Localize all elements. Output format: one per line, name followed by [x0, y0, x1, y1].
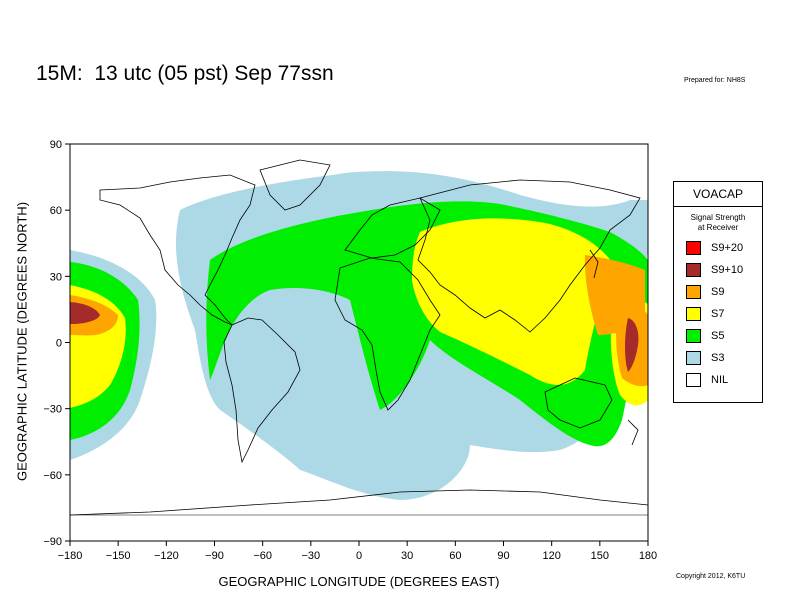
new-zealand-outline: [627, 419, 639, 446]
legend-swatch: [686, 351, 701, 365]
legend-item-label: S9+10: [711, 264, 744, 276]
legend-swatch: [686, 307, 701, 321]
zone-s7: [412, 218, 612, 385]
legend-item-label: NIL: [711, 374, 729, 386]
x-tick-label: 60: [449, 550, 461, 562]
legend-swatch: [686, 329, 701, 343]
legend-item-label: S5: [711, 330, 725, 342]
x-axis-ticks: −180 −150 −120 −90 −60 −30 0 30 60 90 120 150 180: [58, 541, 657, 562]
x-tick-label: −120: [154, 550, 179, 562]
legend-swatch: [686, 241, 701, 255]
x-tick-label: 0: [356, 550, 362, 562]
x-tick-label: 120: [542, 550, 560, 562]
legend-subtitle: Signal Strength at Receiver: [674, 213, 762, 233]
europe-outline: [344, 197, 441, 259]
legend-swatch: [686, 285, 701, 299]
x-tick-label: 150: [591, 550, 609, 562]
y-tick-label: 90: [50, 139, 62, 151]
y-axis-ticks: 90 60 30 0 −30 −60 −90: [43, 139, 70, 548]
y-tick-label: 0: [56, 338, 62, 350]
x-tick-label: 180: [639, 550, 657, 562]
legend-swatch: [686, 263, 701, 277]
y-tick-label: 60: [50, 205, 62, 217]
north-america-outline: [99, 174, 256, 326]
legend-item-label: S3: [711, 352, 725, 364]
asia-outline: [417, 179, 641, 333]
y-axis-label: GEOGRAPHIC LATITUDE (DEGREES NORTH): [14, 201, 30, 482]
legend-item-label: S9: [711, 286, 725, 298]
legend-items: S9+20 S9+10 S9 S7 S5 S3 NIL: [674, 237, 762, 391]
legend-item: S5: [674, 325, 762, 347]
africa-outline: [334, 257, 441, 411]
zone-s9p10-east: [625, 318, 639, 372]
x-tick-label: −30: [301, 550, 320, 562]
australia-outline: [544, 377, 613, 429]
coverage-zones: [70, 171, 648, 500]
japan-outline: [589, 249, 599, 279]
legend-item: S7: [674, 303, 762, 325]
legend-subtitle-line2: at Receiver: [697, 223, 739, 232]
x-tick-label: −180: [58, 550, 83, 562]
y-tick-label: −60: [43, 470, 62, 482]
x-tick-label: −90: [205, 550, 224, 562]
legend-item-label: S7: [711, 308, 725, 320]
x-tick-label: −150: [106, 550, 131, 562]
legend-title: VOACAP: [674, 182, 762, 207]
legend-item: S9: [674, 281, 762, 303]
x-tick-label: −60: [253, 550, 272, 562]
legend-subtitle-line1: Signal Strength: [690, 213, 746, 222]
y-tick-label: −30: [43, 404, 62, 416]
prepared-for-note: Prepared for: NH8S: [684, 77, 746, 84]
y-tick-label: 30: [50, 271, 62, 283]
zone-s3-north: [330, 171, 420, 196]
chart-title: 15M: 13 utc (05 pst) Sep 77ssn: [36, 62, 334, 85]
legend-item: NIL: [674, 369, 762, 391]
x-tick-label: 30: [401, 550, 413, 562]
x-tick-label: 90: [497, 550, 509, 562]
y-tick-label: −90: [43, 536, 62, 548]
legend-item: S9+10: [674, 259, 762, 281]
continent-outlines: [70, 159, 648, 516]
x-axis-label: GEOGRAPHIC LONGITUDE (DEGREES EAST): [218, 574, 500, 589]
legend-item: S9+20: [674, 237, 762, 259]
greenland-outline: [259, 159, 331, 211]
legend: VOACAP Signal Strength at Receiver S9+20…: [673, 181, 763, 403]
legend-item-label: S9+20: [711, 242, 744, 254]
copyright-note: Copyright 2012, K6TU: [676, 573, 746, 580]
legend-item: S3: [674, 347, 762, 369]
legend-swatch: [686, 373, 701, 387]
south-america-outline: [223, 317, 301, 464]
antarctica-outline: [70, 489, 648, 516]
zone-s9p10-west: [70, 302, 100, 324]
